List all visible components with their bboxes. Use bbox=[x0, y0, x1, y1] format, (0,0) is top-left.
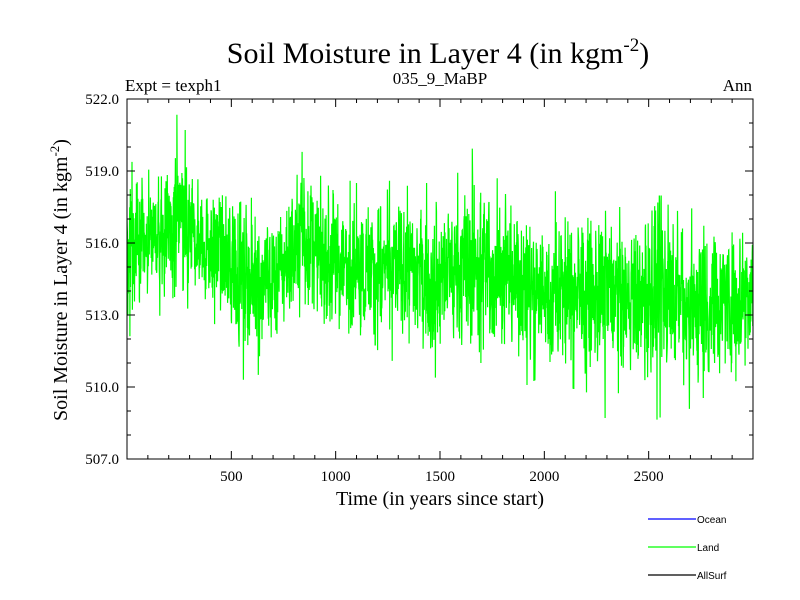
subtitle-right: Ann bbox=[723, 76, 753, 95]
x-axis-label: Time (in years since start) bbox=[336, 488, 544, 510]
x-tick-label: 1000 bbox=[321, 469, 351, 485]
legend-label-ocean: Ocean bbox=[697, 515, 726, 526]
y-tick-label: 522.0 bbox=[85, 92, 119, 108]
y-tick-label: 507.0 bbox=[85, 452, 119, 468]
x-tick-label: 2500 bbox=[634, 469, 664, 485]
chart-title: Soil Moisture in Layer 4 (in kgm-2) bbox=[227, 35, 649, 70]
y-tick-label: 516.0 bbox=[85, 236, 119, 252]
y-tick-label: 510.0 bbox=[85, 380, 119, 396]
legend-label-land: Land bbox=[697, 543, 719, 554]
subtitle-left: Expt = texph1 bbox=[125, 76, 221, 95]
y-axis-label: Soil Moisture in Layer 4 (in kgm-2) bbox=[47, 139, 72, 421]
series-line-land bbox=[127, 114, 753, 420]
subtitle-center: 035_9_MaBP bbox=[393, 69, 487, 88]
legend-label-allsurf: AllSurf bbox=[697, 571, 727, 582]
legend: Ocean Land AllSurf bbox=[648, 515, 727, 582]
y-tick-label: 513.0 bbox=[85, 308, 119, 324]
chart-title-superscript: -2 bbox=[623, 35, 639, 56]
x-tick-label: 1500 bbox=[425, 469, 455, 485]
y-axis-label-superscript: -2 bbox=[47, 146, 62, 157]
tick-layer: 500 1000 1500 2000 2500 507.0 510.0 513.0 516.0 5… bbox=[85, 92, 753, 485]
data-layer bbox=[127, 114, 753, 420]
y-tick-label: 519.0 bbox=[85, 164, 119, 180]
y-axis-label-close: ) bbox=[50, 139, 72, 146]
chart-title-close: ) bbox=[639, 37, 649, 70]
x-tick-label: 2000 bbox=[529, 469, 559, 485]
x-tick-label: 500 bbox=[220, 469, 243, 485]
